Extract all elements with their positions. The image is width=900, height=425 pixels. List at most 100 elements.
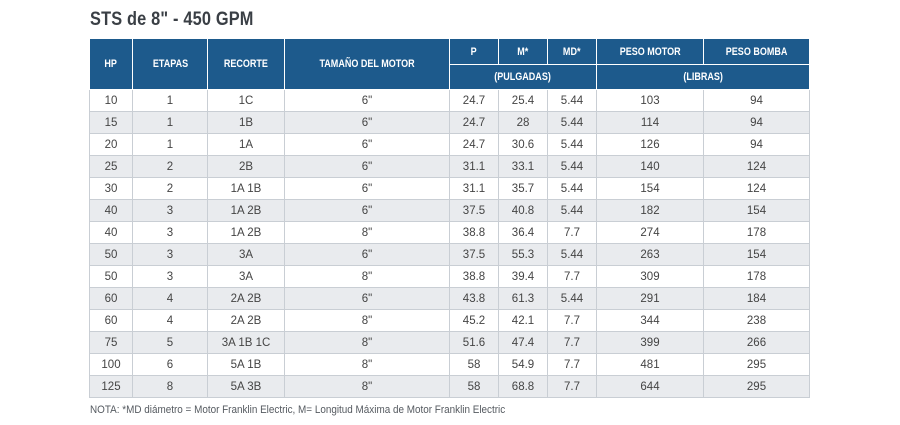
cell-etapas: 2 bbox=[132, 177, 208, 200]
cell-peso-motor: 344 bbox=[596, 309, 704, 332]
cell-md: 5.44 bbox=[547, 133, 597, 156]
cell-m: 36.4 bbox=[498, 221, 548, 244]
footnote: NOTA: *MD diámetro = Motor Franklin Elec… bbox=[90, 404, 506, 416]
cell-recorte: 5A 3B bbox=[207, 375, 285, 398]
cell-hp: 10 bbox=[89, 89, 133, 112]
cell-m: 61.3 bbox=[498, 287, 548, 310]
cell-motor-size: 8" bbox=[284, 265, 450, 288]
cell-peso-bomba: 184 bbox=[703, 287, 810, 310]
cell-peso-bomba: 124 bbox=[703, 155, 810, 178]
cell-peso-motor: 154 bbox=[596, 177, 704, 200]
cell-m: 42.1 bbox=[498, 309, 548, 332]
cell-md: 7.7 bbox=[547, 353, 597, 376]
cell-m: 39.4 bbox=[498, 265, 548, 288]
cell-recorte: 1A 2B bbox=[207, 199, 285, 222]
cell-m: 30.6 bbox=[498, 133, 548, 156]
cell-recorte: 1C bbox=[207, 89, 285, 112]
table-row: 15 1 1B 6" 24.7 28 5.44 114 94 bbox=[89, 111, 810, 134]
cell-peso-motor: 263 bbox=[596, 243, 704, 266]
cell-hp: 50 bbox=[89, 243, 133, 266]
cell-etapas: 1 bbox=[132, 89, 208, 112]
cell-p: 24.7 bbox=[449, 89, 499, 112]
cell-m: 47.4 bbox=[498, 331, 548, 354]
cell-peso-bomba: 94 bbox=[703, 133, 810, 156]
cell-p: 58 bbox=[449, 353, 499, 376]
cell-hp: 30 bbox=[89, 177, 133, 200]
cell-peso-bomba: 178 bbox=[703, 221, 810, 244]
cell-peso-motor: 126 bbox=[596, 133, 704, 156]
cell-peso-motor: 309 bbox=[596, 265, 704, 288]
cell-recorte: 1A 1B bbox=[207, 177, 285, 200]
cell-p: 43.8 bbox=[449, 287, 499, 310]
cell-hp: 60 bbox=[89, 309, 133, 332]
cell-motor-size: 6" bbox=[284, 89, 450, 112]
cell-md: 7.7 bbox=[547, 375, 597, 398]
cell-m: 35.7 bbox=[498, 177, 548, 200]
cell-hp: 20 bbox=[89, 133, 133, 156]
cell-peso-bomba: 295 bbox=[703, 375, 810, 398]
cell-recorte: 3A 1B 1C bbox=[207, 331, 285, 354]
cell-p: 45.2 bbox=[449, 309, 499, 332]
cell-motor-size: 8" bbox=[284, 331, 450, 354]
cell-etapas: 2 bbox=[132, 155, 208, 178]
cell-etapas: 4 bbox=[132, 287, 208, 310]
cell-recorte: 1B bbox=[207, 111, 285, 134]
cell-peso-motor: 103 bbox=[596, 89, 704, 112]
cell-peso-bomba: 154 bbox=[703, 243, 810, 266]
cell-m: 54.9 bbox=[498, 353, 548, 376]
cell-recorte: 1A bbox=[207, 133, 285, 156]
cell-p: 51.6 bbox=[449, 331, 499, 354]
cell-peso-motor: 182 bbox=[596, 199, 704, 222]
cell-p: 24.7 bbox=[449, 133, 499, 156]
cell-etapas: 3 bbox=[132, 265, 208, 288]
cell-hp: 50 bbox=[89, 265, 133, 288]
header-hp: HP bbox=[89, 38, 133, 90]
cell-etapas: 4 bbox=[132, 309, 208, 332]
cell-peso-motor: 140 bbox=[596, 155, 704, 178]
cell-p: 24.7 bbox=[449, 111, 499, 134]
cell-hp: 40 bbox=[89, 221, 133, 244]
cell-md: 5.44 bbox=[547, 89, 597, 112]
table-row: 10 1 1C 6" 24.7 25.4 5.44 103 94 bbox=[89, 89, 810, 112]
cell-m: 68.8 bbox=[498, 375, 548, 398]
cell-hp: 15 bbox=[89, 111, 133, 134]
cell-etapas: 3 bbox=[132, 199, 208, 222]
cell-peso-motor: 114 bbox=[596, 111, 704, 134]
header-motor-size: TAMAÑO DEL MOTOR bbox=[284, 38, 450, 90]
cell-peso-motor: 644 bbox=[596, 375, 704, 398]
cell-md: 5.44 bbox=[547, 177, 597, 200]
cell-hp: 60 bbox=[89, 287, 133, 310]
cell-etapas: 6 bbox=[132, 353, 208, 376]
cell-peso-motor: 399 bbox=[596, 331, 704, 354]
table-row: 40 3 1A 2B 6" 37.5 40.8 5.44 182 154 bbox=[89, 199, 810, 222]
cell-motor-size: 6" bbox=[284, 177, 450, 200]
cell-md: 7.7 bbox=[547, 265, 597, 288]
cell-peso-bomba: 266 bbox=[703, 331, 810, 354]
cell-m: 55.3 bbox=[498, 243, 548, 266]
cell-md: 5.44 bbox=[547, 155, 597, 178]
cell-hp: 75 bbox=[89, 331, 133, 354]
header-etapas: ETAPAS bbox=[132, 38, 208, 90]
cell-md: 7.7 bbox=[547, 221, 597, 244]
cell-peso-bomba: 238 bbox=[703, 309, 810, 332]
header-row: HP ETAPAS RECORTE TAMAÑO DEL MOTOR P M* … bbox=[89, 38, 810, 90]
table-row: 75 5 3A 1B 1C 8" 51.6 47.4 7.7 399 266 bbox=[89, 331, 810, 354]
cell-motor-size: 6" bbox=[284, 155, 450, 178]
table-row: 50 3 3A 8" 38.8 39.4 7.7 309 178 bbox=[89, 265, 810, 288]
cell-recorte: 3A bbox=[207, 265, 285, 288]
cell-peso-bomba: 154 bbox=[703, 199, 810, 222]
cell-m: 28 bbox=[498, 111, 548, 134]
cell-motor-size: 8" bbox=[284, 309, 450, 332]
header-peso-motor: PESO MOTOR bbox=[596, 38, 704, 65]
cell-m: 40.8 bbox=[498, 199, 548, 222]
table-row: 60 4 2A 2B 8" 45.2 42.1 7.7 344 238 bbox=[89, 309, 810, 332]
header-unit-pulgadas: (PULGADAS) bbox=[449, 64, 597, 90]
table-row: 20 1 1A 6" 24.7 30.6 5.44 126 94 bbox=[89, 133, 810, 156]
cell-p: 31.1 bbox=[449, 155, 499, 178]
pump-spec-table: HP ETAPAS RECORTE TAMAÑO DEL MOTOR P M* … bbox=[89, 38, 810, 398]
cell-etapas: 8 bbox=[132, 375, 208, 398]
page-title: STS de 8" - 450 GPM bbox=[90, 9, 254, 30]
header-unit-libras: (LIBRAS) bbox=[596, 64, 810, 90]
table-row: 60 4 2A 2B 6" 43.8 61.3 5.44 291 184 bbox=[89, 287, 810, 310]
cell-peso-bomba: 124 bbox=[703, 177, 810, 200]
